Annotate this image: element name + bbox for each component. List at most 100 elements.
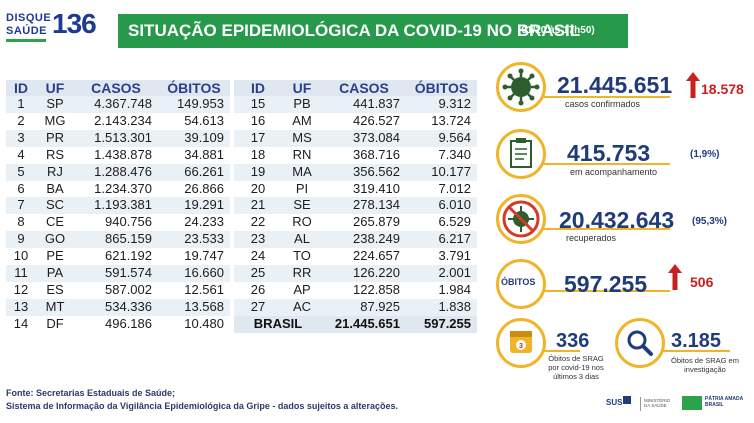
row-casos: 373.084 (322, 129, 406, 147)
row-casos: 368.716 (353, 146, 400, 162)
arrow-up-icon (686, 72, 700, 98)
total-obitos: 597.255 (406, 315, 477, 333)
row-uf: BA (46, 180, 64, 196)
row-id: 9 (6, 231, 36, 249)
footer-line1: Fonte: Secretarias Estaduais de Saúde; (6, 388, 176, 398)
states-table-right: ID UF CASOS ÓBITOS 15 PB 441.837 9.312 16 AM 4… (234, 80, 477, 333)
arrow-up-icon (668, 264, 682, 290)
total-label: BRASIL (234, 315, 322, 333)
row-id: 15 (234, 96, 282, 113)
srag-deaths-label: Óbitos de SRAG por covid-19 nos últimos … (548, 354, 604, 381)
table-row: 11 PA 591.574 16.660 (6, 265, 230, 282)
table-row: 18 RN 368.716 7.340 (234, 147, 477, 164)
table-row: 19 MA 356.562 10.177 (234, 163, 477, 181)
row-id: 11 (6, 265, 36, 282)
row-uf: RJ (36, 163, 74, 181)
row-uf: RN (292, 146, 312, 162)
row-obitos: 10.480 (184, 315, 224, 331)
table-row: 14 DF 496.186 10.480 (6, 316, 230, 333)
row-casos: 126.220 (322, 265, 406, 282)
row-id: 14 (13, 315, 29, 331)
table-row: 3 PR 1.513.301 39.109 (6, 129, 230, 147)
row-casos: 441.837 (322, 96, 406, 113)
table-row: 15 PB 441.837 9.312 (234, 96, 477, 113)
row-id: 23 (234, 231, 282, 249)
row-obitos: 54.613 (184, 112, 224, 128)
row-id: 17 (234, 129, 282, 147)
recovered-value: 20.432.643 (559, 207, 675, 233)
magnifier-icon (627, 330, 653, 356)
crossed-virus-icon (502, 200, 540, 238)
deaths-value: 597.255 (564, 271, 648, 297)
brasil-logo: PÁTRIA AMADA BRASIL (705, 396, 744, 408)
monitoring-value: 415.753 (567, 140, 651, 166)
row-casos: 356.562 (322, 163, 406, 181)
confirmed-circle (496, 62, 546, 112)
row-id: 21 (234, 197, 282, 215)
table-row: 25 RR 126.220 2.001 (234, 265, 477, 282)
row-casos: 1.288.476 (74, 163, 158, 181)
recovered-label: recuperados (566, 233, 617, 243)
confirmed-value: 21.445.651 (557, 72, 673, 98)
table-row: 23 AL 238.249 6.217 (234, 231, 477, 249)
row-casos: 2.143.234 (94, 112, 152, 128)
row-casos: 426.527 (353, 112, 400, 128)
row-id: 10 (13, 248, 29, 264)
total-row: BRASIL 21.445.651 597.255 (234, 315, 477, 333)
col-casos: CASOS (74, 80, 158, 96)
row-obitos: 149.953 (158, 96, 230, 113)
confirmed-label: casos confirmados (565, 99, 641, 109)
table-row: 2 MG 2.143.234 54.613 (6, 113, 230, 130)
row-uf: SP (36, 96, 74, 113)
table-row: 6 BA 1.234.370 26.866 (6, 181, 230, 198)
row-uf: MG (44, 112, 66, 128)
col-uf: UF (36, 80, 74, 96)
row-id: 19 (234, 163, 282, 181)
row-uf: MT (36, 298, 74, 316)
deaths-tag: ÓBITOS (501, 277, 536, 287)
row-uf: AP (293, 281, 311, 297)
table-row: 10 PE 621.192 19.747 (6, 248, 230, 265)
row-obitos: 19.747 (184, 248, 224, 264)
row-casos: 278.134 (322, 197, 406, 215)
row-obitos: 1.838 (406, 298, 477, 316)
monitoring-label: em acompanhamento (570, 167, 658, 177)
srag-deaths-circle: 3 (496, 318, 546, 368)
srag-investigation-label: Óbitos de SRAG em investigação (671, 356, 739, 374)
clipboard-icon (510, 138, 532, 168)
row-casos: 4.367.748 (74, 96, 158, 113)
row-uf: AC (282, 298, 322, 316)
monitoring-pct: (1,9%) (690, 149, 720, 160)
row-id: 16 (250, 112, 266, 128)
row-id: 7 (6, 197, 36, 215)
row-obitos: 16.660 (158, 265, 230, 282)
table-row: 9 GO 865.159 23.533 (6, 231, 230, 249)
row-casos: 1.513.301 (74, 129, 158, 147)
confirmed-delta: 18.578 (701, 81, 744, 97)
states-table-left: ID UF CASOS ÓBITOS 1 SP 4.367.748 149.953 2 M… (6, 80, 230, 333)
logo-divider (640, 397, 641, 411)
row-obitos: 13.724 (431, 112, 471, 128)
table-row: 27 AC 87.925 1.838 (234, 298, 477, 316)
row-obitos: 23.533 (158, 231, 230, 249)
row-id: 4 (17, 146, 25, 162)
table-row: 20 PI 319.410 7.012 (234, 181, 477, 198)
row-obitos: 6.217 (406, 231, 477, 249)
row-uf: PI (295, 180, 309, 196)
col-id: ID (234, 80, 282, 96)
row-casos: 87.925 (322, 298, 406, 316)
row-uf: PB (282, 96, 322, 113)
row-id: 6 (17, 180, 25, 196)
row-id: 22 (250, 214, 266, 230)
col-casos: CASOS (322, 80, 406, 96)
row-id: 20 (250, 180, 266, 196)
row-uf: SC (36, 197, 74, 215)
row-obitos: 34.881 (184, 146, 224, 162)
row-obitos: 39.109 (158, 129, 230, 147)
row-id: 13 (6, 298, 36, 316)
row-uf: PA (36, 265, 74, 282)
row-obitos: 6.010 (406, 197, 477, 215)
logo-line2: SAÚDE (6, 25, 48, 37)
table-row: 4 RS 1.438.878 34.881 (6, 147, 230, 164)
row-obitos: 24.233 (184, 214, 224, 230)
